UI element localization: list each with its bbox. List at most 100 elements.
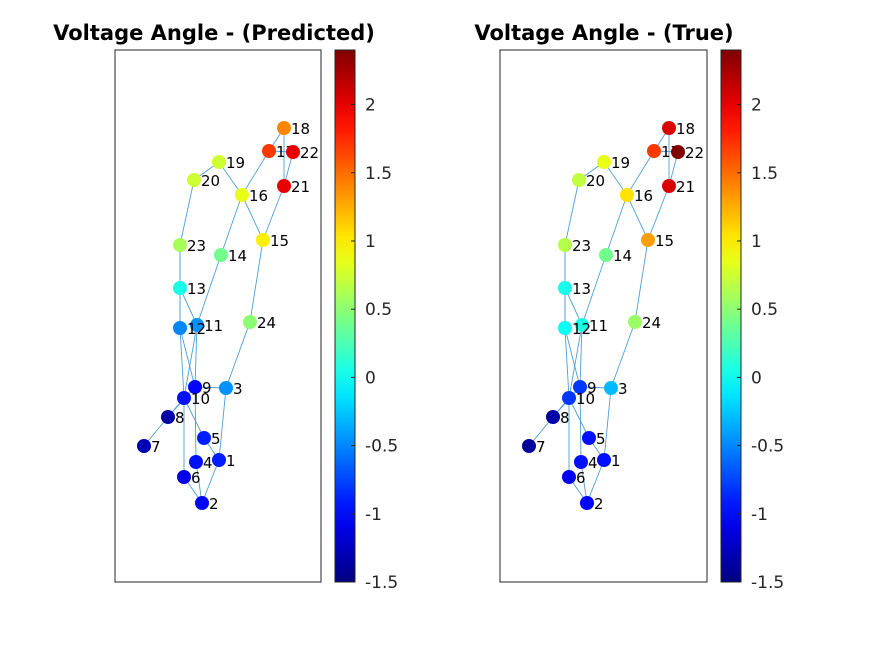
node-label-12: 12	[187, 320, 206, 338]
edge-9-12	[564, 327, 581, 388]
node-label-3: 3	[233, 380, 243, 398]
colorbar-tick-label: 0.5	[365, 300, 392, 320]
node-20	[572, 173, 586, 187]
node-label-10: 10	[576, 390, 595, 408]
node-16	[620, 188, 634, 202]
colorbar-tick-label: 1.5	[365, 164, 392, 184]
node-1	[597, 453, 611, 467]
node-22	[286, 145, 300, 159]
colorbar-tick-label: -1.5	[751, 573, 784, 593]
edge-1-2	[586, 459, 605, 504]
node-label-1: 1	[611, 452, 621, 470]
node-17	[262, 144, 276, 158]
plot-area	[114, 49, 322, 583]
node-label-8: 8	[560, 409, 570, 427]
edge-15-24	[249, 239, 264, 323]
node-2	[580, 496, 594, 510]
edge-15-16	[241, 194, 264, 241]
node-3	[604, 381, 618, 395]
node-label-18: 18	[676, 120, 695, 138]
node-label-1: 1	[226, 452, 236, 470]
node-10	[177, 391, 191, 405]
panel-predicted: Voltage Angle - (Predicted)1234567891011…	[53, 21, 398, 593]
node-label-4: 4	[203, 454, 213, 472]
node-4	[574, 455, 588, 469]
node-16	[235, 188, 249, 202]
colorbar-tick-label: 0	[365, 368, 376, 388]
node-18	[277, 121, 291, 135]
edge-9-11	[579, 324, 583, 388]
node-2	[195, 496, 209, 510]
edge-10-12	[179, 327, 185, 399]
node-12	[558, 321, 572, 335]
node-21	[277, 179, 291, 193]
colorbar-tick-label: 0.5	[751, 300, 778, 320]
node-6	[562, 470, 576, 484]
edge-11-14	[581, 254, 607, 326]
colorbar-tick-label: 1.5	[751, 164, 778, 184]
node-24	[628, 315, 642, 329]
node-9	[188, 380, 202, 394]
edge-3-24	[225, 321, 251, 389]
node-label-12: 12	[572, 320, 591, 338]
edge-16-17	[241, 150, 270, 196]
node-5	[582, 431, 596, 445]
node-23	[558, 238, 572, 252]
edge-4-9	[194, 386, 197, 463]
edge-9-11	[194, 324, 198, 388]
edge-14-16	[605, 194, 628, 256]
edge-16-17	[626, 150, 655, 196]
node-label-19: 19	[611, 154, 630, 172]
node-label-14: 14	[613, 247, 632, 265]
edge-4-9	[579, 386, 582, 463]
colorbar-tick-label: 2	[365, 96, 376, 116]
node-label-9: 9	[202, 379, 212, 397]
node-label-11: 11	[589, 317, 608, 335]
node-label-9: 9	[587, 379, 597, 397]
colorbar-tick-label: -1	[751, 505, 768, 525]
edge-11-14	[196, 254, 222, 326]
node-label-6: 6	[576, 469, 586, 487]
node-label-15: 15	[270, 232, 289, 250]
node-label-14: 14	[228, 247, 247, 265]
node-label-21: 21	[291, 178, 310, 196]
node-18	[662, 121, 676, 135]
node-label-23: 23	[187, 237, 206, 255]
edge-20-23	[564, 179, 580, 246]
edge-1-2	[201, 459, 220, 504]
colorbar	[720, 49, 742, 583]
edge-10-12	[564, 327, 570, 399]
edge-1-3	[218, 387, 227, 461]
node-label-16: 16	[634, 187, 653, 205]
node-label-20: 20	[586, 172, 605, 190]
node-label-2: 2	[209, 495, 219, 513]
node-label-24: 24	[257, 314, 276, 332]
node-label-21: 21	[676, 178, 695, 196]
node-19	[597, 155, 611, 169]
node-label-20: 20	[201, 172, 220, 190]
node-15	[256, 233, 270, 247]
node-label-2: 2	[594, 495, 604, 513]
edge-20-23	[179, 179, 195, 246]
node-19	[212, 155, 226, 169]
edges	[143, 127, 294, 504]
node-14	[599, 248, 613, 262]
colorbar-tick-label: -1.5	[365, 573, 398, 593]
node-label-22: 22	[685, 144, 704, 162]
edge-3-24	[610, 321, 636, 389]
node-14	[214, 248, 228, 262]
node-5	[197, 431, 211, 445]
node-4	[189, 455, 203, 469]
edge-1-3	[603, 387, 612, 461]
node-label-16: 16	[249, 187, 268, 205]
node-label-18: 18	[291, 120, 310, 138]
node-22	[671, 145, 685, 159]
chart-title: Voltage Angle - (True)	[474, 21, 733, 45]
node-7	[137, 439, 151, 453]
node-label-8: 8	[175, 409, 185, 427]
node-1	[212, 453, 226, 467]
node-label-23: 23	[572, 237, 591, 255]
colorbar-tick-label: 2	[751, 96, 762, 116]
node-12	[173, 321, 187, 335]
